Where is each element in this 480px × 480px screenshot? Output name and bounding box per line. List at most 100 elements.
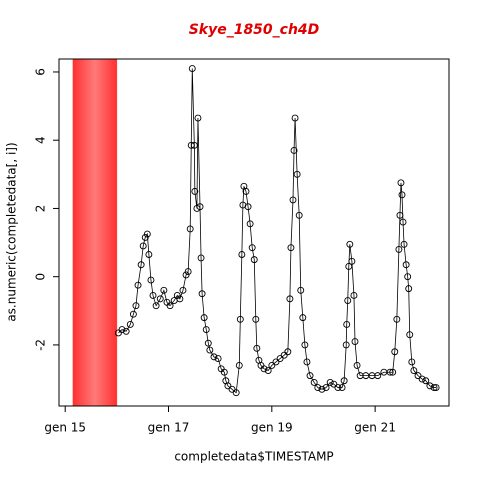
data-point bbox=[220, 368, 228, 376]
y-tick-label: 2 bbox=[34, 205, 48, 213]
data-point bbox=[284, 348, 292, 356]
data-point bbox=[248, 244, 256, 252]
data-point bbox=[399, 218, 407, 226]
data-point bbox=[134, 281, 142, 289]
data-point bbox=[398, 191, 406, 199]
data-point bbox=[326, 379, 334, 386]
data-point bbox=[149, 292, 157, 299]
data-point bbox=[242, 187, 250, 195]
y-tick-label: 6 bbox=[34, 68, 48, 76]
data-point bbox=[396, 211, 404, 219]
x-tick-label: gen 19 bbox=[251, 421, 293, 435]
data-point bbox=[250, 256, 258, 264]
data-point bbox=[353, 361, 361, 369]
data-point bbox=[318, 385, 326, 393]
data-point bbox=[156, 295, 164, 303]
data-point bbox=[143, 230, 151, 238]
data-point bbox=[342, 341, 350, 349]
data-point bbox=[348, 257, 356, 265]
data-point bbox=[228, 385, 236, 393]
data-point bbox=[114, 329, 122, 337]
data-point bbox=[346, 240, 354, 248]
data-point bbox=[402, 261, 410, 269]
data-point bbox=[204, 339, 212, 347]
data-point bbox=[152, 302, 160, 310]
data-point bbox=[286, 295, 294, 303]
y-tick-label: 4 bbox=[34, 136, 48, 144]
data-point bbox=[202, 326, 210, 334]
data-point bbox=[122, 327, 130, 335]
data-point bbox=[404, 273, 412, 281]
data-point bbox=[344, 297, 352, 305]
highlight-band bbox=[72, 58, 118, 407]
data-point bbox=[198, 290, 206, 298]
data-point bbox=[314, 384, 322, 392]
data-point bbox=[276, 355, 284, 363]
data-point bbox=[322, 384, 330, 392]
data-point bbox=[290, 146, 298, 154]
data-point bbox=[244, 203, 252, 211]
data-point bbox=[232, 389, 240, 397]
data-point bbox=[126, 321, 134, 328]
data-point bbox=[187, 141, 195, 149]
data-point bbox=[194, 114, 202, 122]
y-axis-label: as.numeric(completedata[, i]) bbox=[5, 142, 19, 321]
y-tick-label: -2 bbox=[34, 339, 48, 351]
chart-title: Skye_1850_ch4D bbox=[189, 22, 320, 38]
x-tick-label: gen 17 bbox=[148, 421, 190, 435]
data-point bbox=[132, 302, 140, 310]
data-point bbox=[422, 377, 430, 385]
data-point bbox=[408, 358, 416, 366]
plot-box bbox=[58, 58, 450, 407]
data-point bbox=[186, 225, 194, 233]
data-point bbox=[141, 233, 149, 241]
data-point bbox=[176, 295, 184, 303]
data-point bbox=[137, 261, 145, 269]
data-point bbox=[405, 285, 413, 293]
data-point bbox=[145, 251, 153, 258]
data-point bbox=[343, 321, 351, 328]
data-point bbox=[147, 276, 155, 284]
data-point bbox=[200, 314, 208, 322]
data-point bbox=[289, 196, 297, 204]
x-axis-label: completedata$TIMESTAMP bbox=[174, 450, 333, 464]
data-point bbox=[340, 377, 348, 385]
data-point bbox=[400, 240, 408, 248]
data-point bbox=[338, 384, 346, 392]
data-point bbox=[246, 220, 254, 228]
data-point bbox=[386, 368, 394, 376]
data-point bbox=[252, 315, 260, 323]
data-point bbox=[206, 346, 214, 354]
data-point bbox=[293, 170, 301, 178]
data-point bbox=[391, 348, 399, 356]
data-point bbox=[280, 351, 288, 359]
data-point bbox=[160, 286, 168, 294]
y-tick-label: 0 bbox=[34, 273, 48, 281]
data-point bbox=[182, 271, 190, 279]
data-point bbox=[191, 187, 199, 195]
data-point bbox=[410, 367, 418, 374]
data-point bbox=[118, 326, 126, 334]
data-point bbox=[303, 358, 311, 366]
data-point bbox=[184, 268, 192, 276]
data-point bbox=[197, 254, 205, 262]
data-point bbox=[397, 179, 405, 187]
data-point bbox=[330, 380, 338, 388]
data-point bbox=[299, 314, 307, 322]
x-tick-label: gen 15 bbox=[44, 421, 86, 435]
series-line bbox=[118, 68, 437, 394]
data-point bbox=[374, 372, 382, 380]
data-point bbox=[406, 331, 414, 339]
data-point bbox=[238, 251, 246, 258]
data-point bbox=[430, 384, 438, 392]
data-point bbox=[139, 242, 147, 250]
data-point bbox=[310, 379, 318, 386]
data-point bbox=[351, 338, 359, 345]
data-point bbox=[432, 384, 440, 392]
data-point bbox=[264, 367, 272, 374]
data-point bbox=[345, 262, 353, 270]
data-point bbox=[214, 355, 222, 363]
data-point bbox=[301, 341, 309, 349]
data-point bbox=[393, 315, 401, 323]
data-point bbox=[236, 315, 244, 323]
